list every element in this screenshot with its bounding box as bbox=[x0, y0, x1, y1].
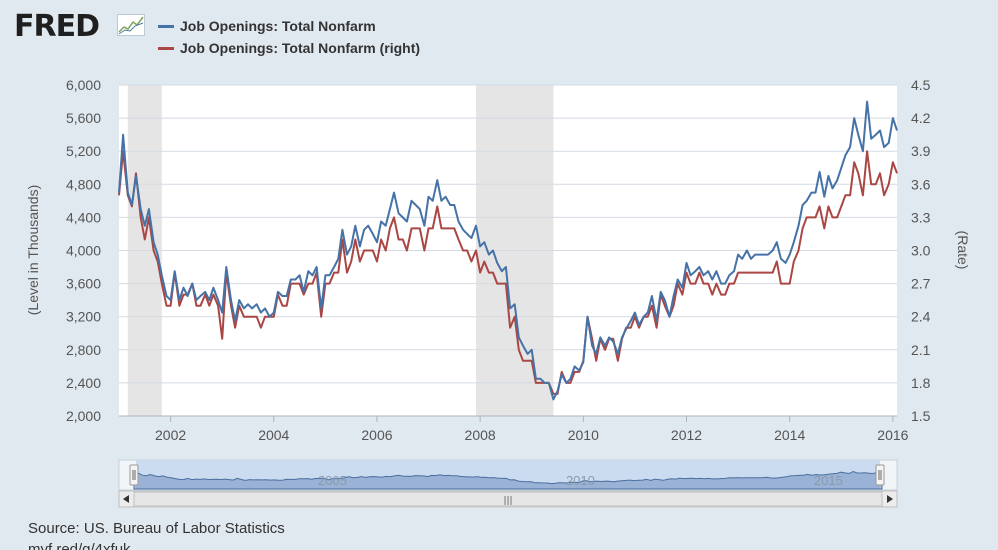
legend-swatch-red bbox=[158, 46, 174, 50]
legend-label-rate: Job Openings: Total Nonfarm (right) bbox=[180, 40, 421, 56]
legend-item-rate[interactable]: Job Openings: Total Nonfarm (right) bbox=[158, 39, 420, 57]
y-axis-label-right: (Rate) bbox=[955, 231, 971, 270]
line-graph-icon bbox=[117, 14, 145, 36]
legend-label-level: Job Openings: Total Nonfarm bbox=[180, 18, 376, 34]
series-line-rate bbox=[118, 150, 898, 395]
y-tick-right: 3.6 bbox=[911, 176, 931, 192]
y-tick-left: 3,600 bbox=[66, 276, 101, 292]
scrollbar-grip: ||| bbox=[503, 496, 512, 506]
fred-logo[interactable]: FRED bbox=[14, 9, 100, 44]
x-tick-label: 2010 bbox=[568, 427, 599, 443]
chart-header: FRED Job Openings: Total Nonfarm Job Ope… bbox=[0, 0, 998, 70]
navigator-year-labels: 2005 2010 2015 bbox=[318, 473, 843, 488]
y-tick-right: 2.1 bbox=[911, 342, 931, 358]
navigator-year-label: 2015 bbox=[814, 473, 843, 488]
x-tick-label: 2004 bbox=[258, 427, 289, 443]
y-tick-left: 5,200 bbox=[66, 143, 101, 159]
x-tick-label: 2012 bbox=[671, 427, 702, 443]
x-tick-label: 2014 bbox=[774, 427, 805, 443]
x-tick-label: 2008 bbox=[465, 427, 496, 443]
y-tick-right: 1.5 bbox=[911, 408, 931, 424]
y-tick-left: 4,400 bbox=[66, 209, 101, 225]
navigator-right-handle[interactable] bbox=[875, 464, 885, 486]
navigator-year-label: 2005 bbox=[318, 473, 347, 488]
navigator-series-area bbox=[133, 470, 883, 490]
y-tick-right: 3.3 bbox=[911, 209, 931, 225]
arrow-right-icon bbox=[887, 495, 893, 503]
y-tick-right: 4.2 bbox=[911, 110, 931, 126]
y-tick-right: 2.4 bbox=[911, 309, 931, 325]
y-tick-left: 5,600 bbox=[66, 110, 101, 126]
x-tick-label: 2006 bbox=[361, 427, 392, 443]
y-axis-label-left: (Level in Thousands) bbox=[25, 185, 41, 315]
legend-item-level[interactable]: Job Openings: Total Nonfarm bbox=[158, 17, 376, 35]
y-tick-left: 3,200 bbox=[66, 309, 101, 325]
y-tick-left: 4,000 bbox=[66, 243, 101, 259]
x-tick-label: 2016 bbox=[877, 427, 908, 443]
legend-swatch-blue bbox=[158, 24, 174, 28]
arrow-left-icon bbox=[123, 495, 129, 503]
y-tick-left: 6,000 bbox=[66, 77, 101, 93]
x-tick-label: 2002 bbox=[155, 427, 186, 443]
navigator-year-label: 2010 bbox=[566, 473, 595, 488]
y-tick-right: 1.8 bbox=[911, 375, 931, 391]
y-tick-left: 2,400 bbox=[66, 375, 101, 391]
line-chart: 2,000 1.5 2,400 1.8 2,800 2.1 3,200 2.4 3,600 2.7… bbox=[25, 77, 971, 508]
y-tick-right: 4.5 bbox=[911, 77, 931, 93]
source-note: Source: US. Bureau of Labor Statistics bbox=[28, 520, 285, 537]
y-tick-left: 2,000 bbox=[66, 408, 101, 424]
navigator[interactable]: 2005 2010 2015 bbox=[118, 459, 898, 491]
y-tick-right: 3.0 bbox=[911, 243, 931, 259]
series-lines bbox=[118, 100, 898, 401]
axes: 2,000 1.5 2,400 1.8 2,800 2.1 3,200 2.4 3,600 2.7… bbox=[66, 77, 931, 443]
series-line-level bbox=[118, 100, 898, 401]
y-tick-right: 2.7 bbox=[911, 276, 931, 292]
scrollbar[interactable]: ||| bbox=[118, 490, 898, 508]
y-tick-left: 2,800 bbox=[66, 342, 101, 358]
y-tick-left: 4,800 bbox=[66, 176, 101, 192]
short-url[interactable]: myf.red/g/4xfuk bbox=[28, 543, 131, 550]
y-tick-right: 3.9 bbox=[911, 143, 931, 159]
navigator-left-handle[interactable] bbox=[129, 464, 139, 486]
